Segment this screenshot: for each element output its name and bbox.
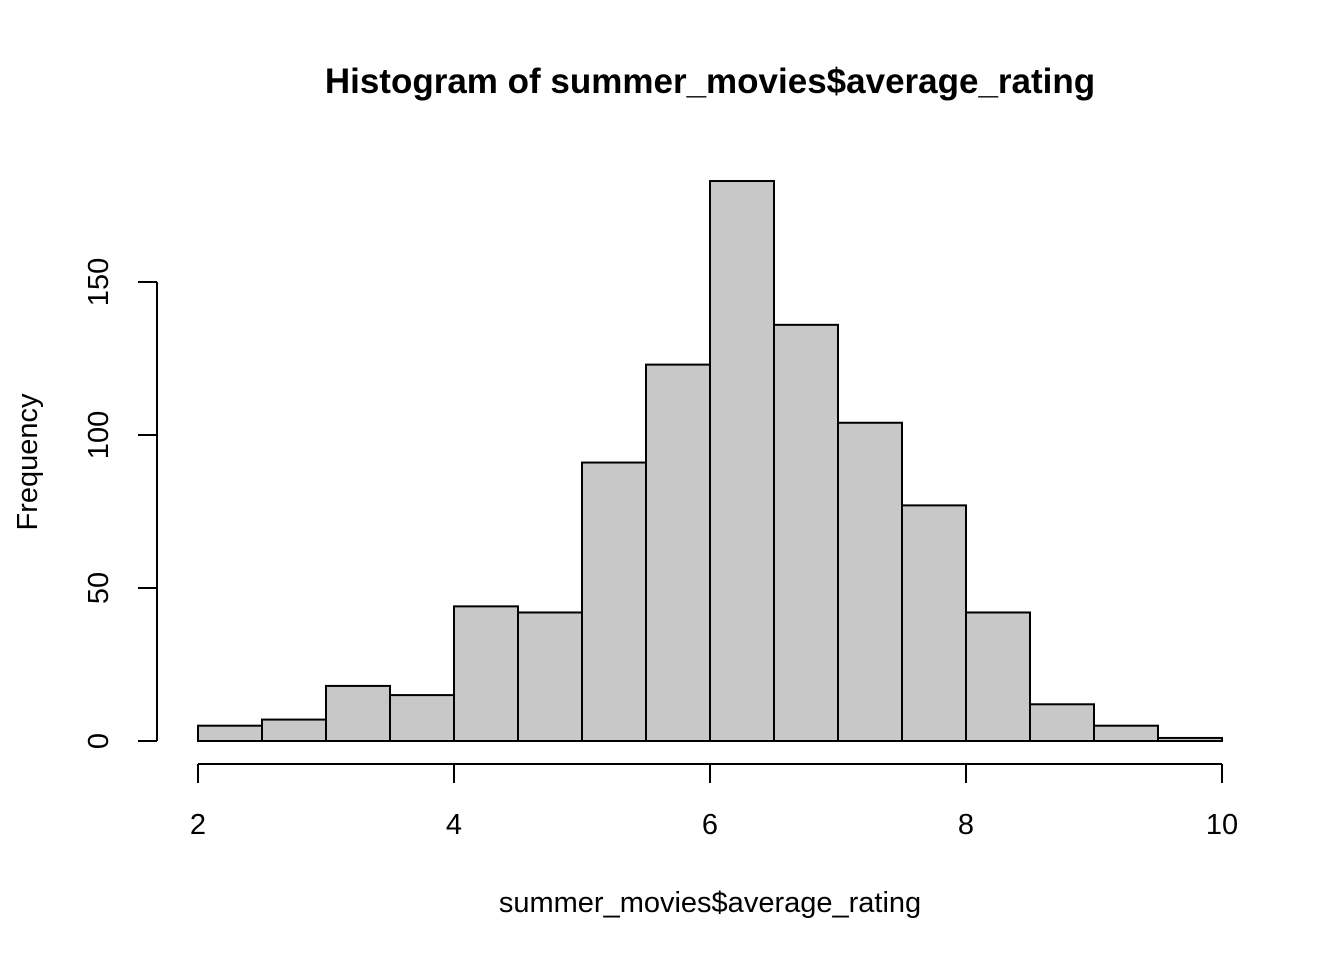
y-axis-label: Frequency <box>12 393 44 531</box>
histogram-bar <box>581 461 647 742</box>
y-tick-label: 50 <box>83 572 115 604</box>
x-tick-label: 4 <box>446 809 462 841</box>
x-axis: 2 4 6 8 10 <box>190 763 1238 841</box>
histogram-bar <box>901 504 967 742</box>
histogram-bar <box>1157 736 1223 743</box>
histogram-bar <box>261 718 327 743</box>
y-axis: 0 50 100 150 <box>83 258 158 749</box>
y-tick-label: 100 <box>83 411 115 459</box>
histogram-bar <box>389 694 455 742</box>
x-axis-label: summer_movies$average_rating <box>499 887 921 919</box>
histogram-bar <box>773 323 839 742</box>
histogram-bar <box>453 605 519 742</box>
y-tick-label: 0 <box>83 733 115 749</box>
histogram-bar <box>197 724 263 743</box>
histogram-bars <box>197 180 1223 743</box>
histogram-bar <box>325 684 391 742</box>
x-tick-label: 10 <box>1206 809 1238 841</box>
histogram-bar <box>645 363 711 742</box>
y-tick-label: 150 <box>83 258 115 306</box>
x-tick-label: 8 <box>958 809 974 841</box>
histogram-bar <box>517 611 583 742</box>
histogram-bar <box>965 611 1031 742</box>
histogram-bar <box>709 180 775 742</box>
histogram-bar <box>1029 703 1095 743</box>
x-tick-label: 6 <box>702 809 718 841</box>
histogram-bar <box>1093 724 1159 743</box>
histogram-bar <box>837 421 903 742</box>
chart-title: Histogram of summer_movies$average_ratin… <box>325 62 1095 101</box>
x-tick-label: 2 <box>190 809 206 841</box>
